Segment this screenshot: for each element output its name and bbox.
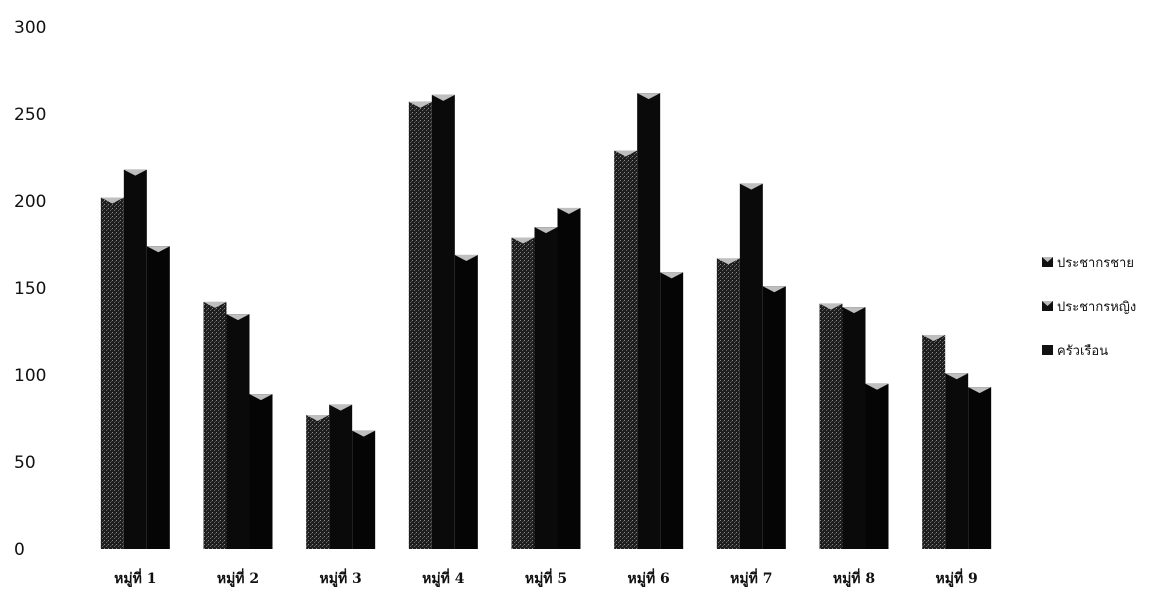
bar-1 bbox=[614, 150, 638, 550]
y-tick-label: 100 bbox=[14, 366, 46, 386]
bar-1 bbox=[922, 334, 946, 549]
bar-2 bbox=[945, 373, 969, 549]
bars-group bbox=[100, 93, 992, 550]
bar-3 bbox=[762, 286, 786, 549]
x-tick-label: หมู่ที่ 6 bbox=[628, 568, 670, 587]
bar-cap bbox=[226, 314, 250, 321]
legend-swatch bbox=[1042, 345, 1053, 355]
x-tick-label: หมู่ที่ 8 bbox=[833, 568, 875, 587]
x-tick-label: หมู่ที่ 3 bbox=[320, 568, 362, 587]
bar-cap bbox=[819, 303, 843, 310]
bar-3 bbox=[557, 207, 581, 549]
bar-3 bbox=[352, 430, 376, 549]
bar-cap bbox=[249, 394, 273, 401]
bar-cap bbox=[637, 93, 661, 100]
bar-cap bbox=[123, 169, 147, 176]
y-tick-label: 200 bbox=[14, 192, 46, 212]
x-tick-label: หมู่ที่ 9 bbox=[936, 568, 978, 587]
bar-2 bbox=[329, 404, 353, 549]
y-tick-label: 250 bbox=[14, 105, 46, 125]
bar-cap bbox=[454, 254, 478, 261]
bar-1 bbox=[819, 303, 843, 549]
bar-cap bbox=[146, 246, 170, 253]
y-tick-label: 0 bbox=[14, 540, 25, 560]
legend-swatch-cap bbox=[1042, 257, 1053, 262]
bar-cap bbox=[842, 307, 866, 314]
bar-1 bbox=[306, 415, 330, 549]
bar-cap bbox=[716, 258, 740, 265]
bar-cap bbox=[945, 373, 969, 380]
bar-cap bbox=[968, 387, 992, 394]
bar-cap bbox=[352, 430, 376, 437]
bar-3 bbox=[454, 254, 478, 549]
bar-3 bbox=[249, 394, 273, 549]
bar-cap bbox=[100, 197, 124, 204]
bar-1 bbox=[203, 301, 227, 549]
y-tick-label: 150 bbox=[14, 279, 46, 299]
bar-cap bbox=[865, 383, 889, 390]
bar-cap bbox=[739, 183, 763, 190]
bar-1 bbox=[408, 101, 432, 549]
bar-2 bbox=[431, 94, 455, 550]
bar-cap bbox=[534, 227, 558, 234]
x-axis: หมู่ที่ 1 หมู่ที่ 2 หมู่ที่ 3 หมู่ที่ 4 หมู่… bbox=[114, 568, 978, 587]
bar-cap bbox=[329, 404, 353, 411]
bar-2 bbox=[739, 183, 763, 549]
x-tick-label: หมู่ที่ 7 bbox=[730, 568, 772, 587]
bar-3 bbox=[865, 383, 889, 549]
bar-2 bbox=[123, 169, 147, 549]
bar-2 bbox=[637, 93, 661, 550]
bar-3 bbox=[660, 272, 684, 549]
bar-cap bbox=[431, 94, 455, 101]
bar-cap bbox=[306, 415, 330, 422]
bar-2 bbox=[226, 314, 250, 549]
bar-cap bbox=[762, 286, 786, 293]
x-tick-label: หมู่ที่ 5 bbox=[525, 568, 567, 587]
bar-cap bbox=[557, 207, 581, 214]
bar-cap bbox=[660, 272, 684, 279]
bar-3 bbox=[968, 387, 992, 549]
legend-label: ครัวเรือน bbox=[1057, 343, 1108, 359]
legend-label: ประชากรชาย bbox=[1057, 256, 1134, 271]
bar-1 bbox=[511, 237, 535, 550]
bar-cap bbox=[922, 334, 946, 341]
y-tick-label: 50 bbox=[14, 453, 36, 473]
y-axis: 0 50 100 150 200 250 300 bbox=[14, 18, 46, 560]
bar-2 bbox=[842, 307, 866, 549]
bar-cap bbox=[511, 237, 535, 244]
bar-cap bbox=[203, 301, 227, 308]
x-tick-label: หมู่ที่ 2 bbox=[217, 568, 259, 587]
x-tick-label: หมู่ที่ 4 bbox=[422, 568, 465, 587]
bar-2 bbox=[534, 227, 558, 549]
x-tick-label: หมู่ที่ 1 bbox=[114, 568, 156, 587]
bar-cap bbox=[614, 150, 638, 157]
bar-1 bbox=[100, 197, 124, 549]
legend-label: ประชากรหญิง bbox=[1057, 300, 1136, 315]
bar-cap bbox=[408, 101, 432, 108]
bar-3 bbox=[146, 246, 170, 550]
legend-swatch-cap bbox=[1042, 301, 1053, 306]
bar-1 bbox=[716, 258, 740, 549]
y-tick-label: 300 bbox=[14, 18, 46, 38]
